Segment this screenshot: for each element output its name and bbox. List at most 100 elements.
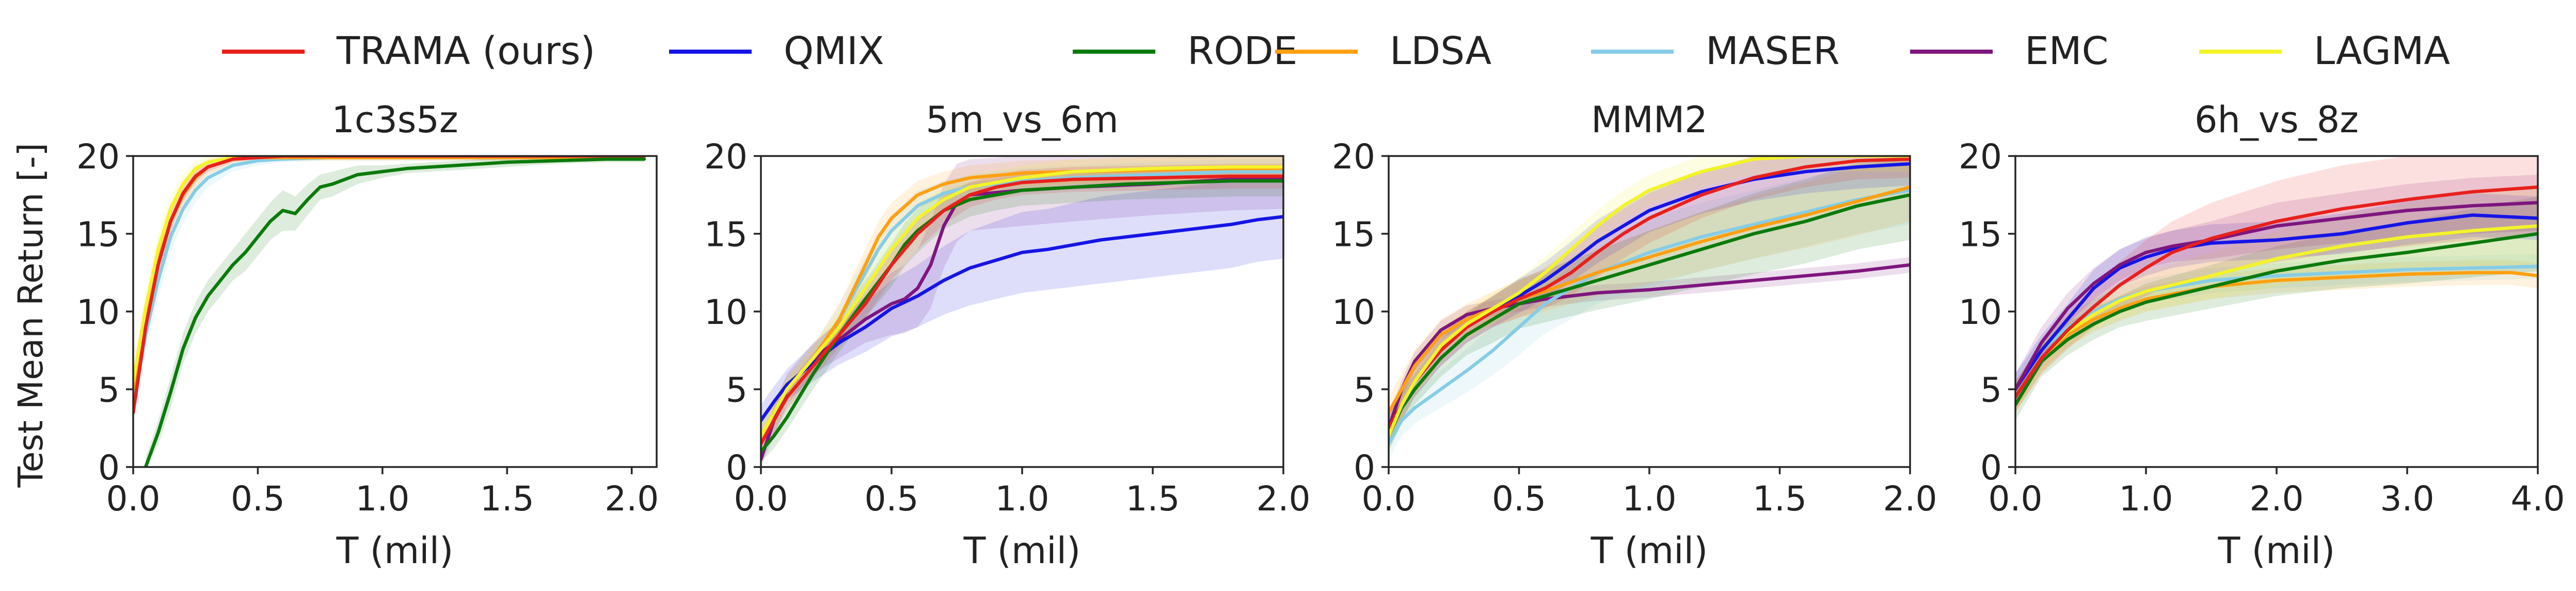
x-tick-label: 1.0	[2119, 479, 2173, 519]
y-tick-label: 10	[704, 292, 748, 332]
legend-entry-lagma: LAGMA	[2199, 29, 2450, 73]
y-tick-label: 5	[726, 370, 748, 410]
x-tick-label: 0.5	[865, 479, 919, 519]
panel-title: 6h_vs_8z	[2195, 99, 2359, 141]
series-line-trama	[133, 156, 646, 414]
series-line-maser	[1389, 188, 1910, 446]
y-tick-label: 10	[1332, 292, 1375, 332]
legend-entry-emc: EMC	[1910, 29, 2108, 73]
legend-label: LAGMA	[2314, 29, 2450, 73]
x-tick-label: 0.0	[734, 479, 788, 519]
series-line-lagma	[133, 156, 646, 383]
band-ldsa	[1389, 156, 1910, 428]
band-lagma	[2015, 187, 2538, 413]
y-tick-label: 5	[1354, 370, 1375, 410]
x-tick-label: 2.0	[1257, 479, 1311, 519]
series-line-lagma	[1389, 156, 1910, 438]
band-trama	[2015, 156, 2538, 413]
x-tick-label: 3.0	[2380, 479, 2435, 519]
y-tick-label: 20	[704, 137, 748, 177]
x-axis-label: T (mil)	[963, 530, 1081, 572]
x-tick-label: 1.0	[1623, 479, 1677, 519]
x-tick-label: 0.0	[1362, 479, 1416, 519]
legend-entry-qmix: QMIX	[669, 29, 884, 73]
y-tick-label: 15	[76, 215, 120, 255]
x-axis-label: T (mil)	[2218, 530, 2335, 572]
panel-title: 5m_vs_6m	[926, 99, 1118, 141]
series-line-ldsa	[133, 156, 646, 391]
y-tick-label: 5	[98, 370, 120, 410]
band-trama	[761, 164, 1283, 455]
x-tick-label: 1.5	[1126, 479, 1180, 519]
y-tick-label: 0	[1354, 448, 1375, 488]
y-tick-label: 20	[1959, 137, 2002, 177]
x-axis-label: T (mil)	[1591, 530, 1708, 572]
panel-title: 1c3s5z	[331, 99, 458, 141]
plot-area	[133, 156, 646, 467]
x-tick-label: 0.0	[1989, 479, 2043, 519]
band-lagma	[133, 156, 644, 397]
legend-entry-trama: TRAMA (ours)	[222, 29, 595, 73]
band-lagma	[1389, 156, 1910, 452]
x-tick-label: 0.5	[1492, 479, 1546, 519]
x-tick-label: 1.0	[355, 479, 409, 519]
plot-area	[761, 156, 1283, 467]
x-tick-label: 2.0	[1883, 479, 1937, 519]
legend: TRAMA (ours) QMIX RODE LDSA MASER EMC LAGMA	[222, 29, 2450, 73]
band-rode	[1389, 156, 1910, 452]
series-line-trama	[2015, 185, 2538, 399]
series-line-ldsa	[1389, 185, 1910, 414]
series-line-lagma	[761, 165, 1283, 438]
x-tick-label: 4.0	[2511, 479, 2565, 519]
y-tick-label: 0	[726, 448, 748, 488]
y-tick-label: 15	[704, 215, 748, 255]
legend-label: QMIX	[784, 29, 884, 73]
panel-title: MMM2	[1591, 99, 1708, 141]
band-emc	[2015, 175, 2538, 405]
legend-entry-ldsa: LDSA	[1275, 29, 1492, 73]
panel-4: 6h_vs_8z 0.0 1.0 2.0 3.0 4.0 0 5 10 15 20 T (mil)	[1959, 99, 2565, 572]
band-qmix	[761, 175, 1283, 436]
y-tick-label: 20	[76, 137, 120, 177]
y-tick-label: 10	[76, 292, 120, 332]
band-trama	[1389, 156, 1910, 444]
series-line-rode	[144, 157, 646, 467]
legend-label: LDSA	[1390, 29, 1492, 73]
series-line-emc	[2015, 201, 2538, 391]
series-line-rode	[1389, 193, 1910, 438]
y-tick-label: 15	[1332, 215, 1375, 255]
band-qmix	[1389, 156, 1910, 444]
x-tick-label: 0.5	[231, 479, 285, 519]
plot-area	[1389, 156, 1910, 459]
legend-label: EMC	[2025, 29, 2108, 73]
panel-3: MMM2 0.0 0.5 1.0 1.5 2.0 0 5 10 15 20 T (mil)	[1332, 99, 1937, 572]
y-tick-label: 0	[98, 448, 120, 488]
axes-frame	[132, 155, 658, 468]
legend-entry-maser: MASER	[1591, 29, 1840, 73]
panel-1: 1c3s5z 0.0 0.5 1.0 1.5 2.0 0 5 10 15 20 T (mil)	[76, 99, 659, 572]
y-tick-label: 0	[1980, 448, 2002, 488]
band-rode	[146, 156, 644, 467]
y-tick-label: 10	[1959, 292, 2002, 332]
y-tick-label: 15	[1959, 215, 2002, 255]
x-tick-label: 2.0	[605, 479, 659, 519]
legend-label: MASER	[1706, 29, 1840, 73]
series-line-rode	[2015, 232, 2538, 407]
x-axis-label: T (mil)	[336, 530, 454, 572]
legend-entry-rode: RODE	[1073, 29, 1297, 73]
x-tick-label: 1.5	[480, 479, 534, 519]
band-qmix	[2015, 193, 2538, 405]
panel-2: 5m_vs_6m 0.0 0.5 1.0 1.5 2.0 0 5 10 15 20 T (mil)	[704, 99, 1310, 572]
series-line-maser	[2015, 265, 2538, 391]
x-tick-label: 1.0	[995, 479, 1050, 519]
y-tick-label: 5	[1980, 370, 2002, 410]
x-tick-label: 0.0	[106, 479, 161, 519]
legend-label: TRAMA (ours)	[336, 29, 595, 73]
plot-area	[2015, 156, 2538, 421]
band-maser	[1389, 156, 1910, 459]
series-line-qmix	[2015, 213, 2538, 391]
y-tick-label: 20	[1332, 137, 1375, 177]
series-line-trama	[1389, 157, 1910, 430]
